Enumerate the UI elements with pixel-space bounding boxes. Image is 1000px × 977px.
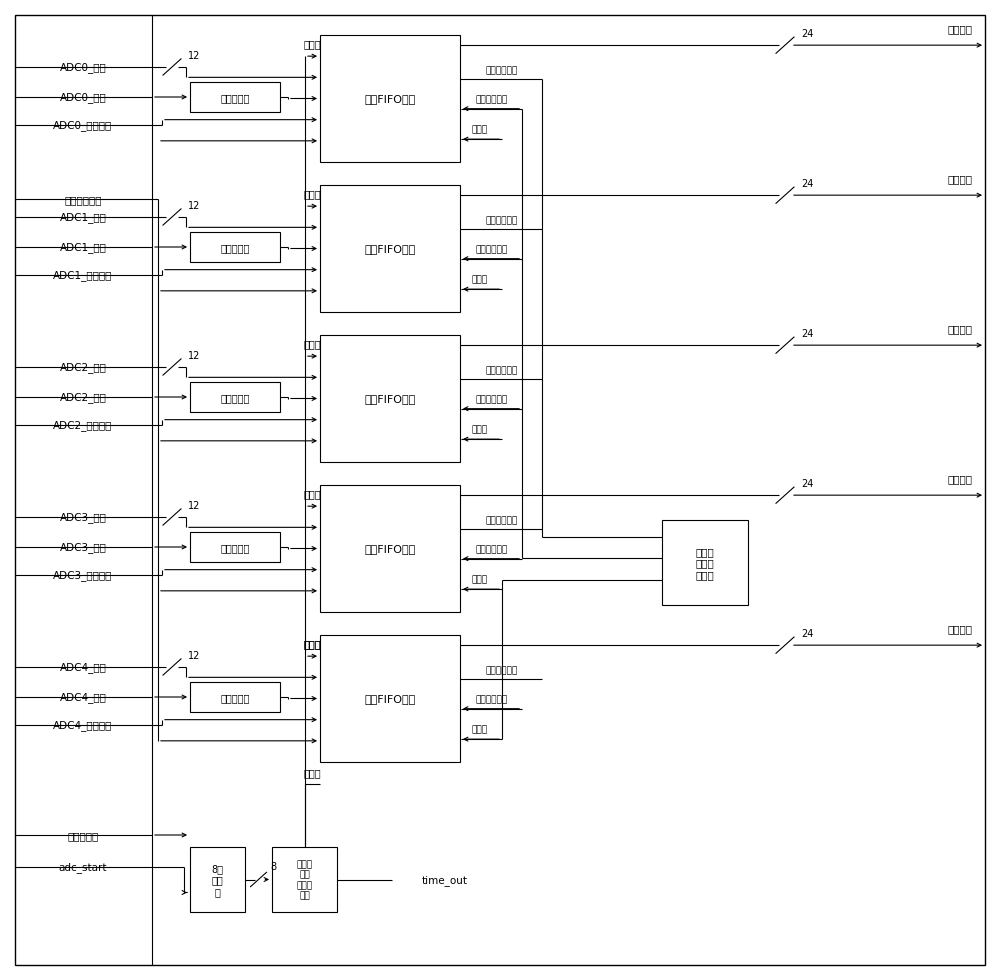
Text: 同步模式信号: 同步模式信号 [64, 194, 102, 205]
Bar [320, 336, 460, 462]
Text: 24: 24 [801, 29, 813, 39]
Text: ADC1_数据: ADC1_数据 [60, 212, 106, 223]
Text: 锁相环时钟: 锁相环时钟 [67, 830, 99, 840]
Text: 可调延时链: 可调延时链 [220, 693, 250, 702]
Text: time_out: time_out [422, 874, 468, 885]
Text: ADC2_数据: ADC2_数据 [60, 362, 106, 373]
Text: 输出数据: 输出数据 [948, 24, 972, 34]
Text: ADC1_时钟: ADC1_时钟 [60, 242, 106, 253]
Text: ADC3_同步信号: ADC3_同步信号 [53, 570, 113, 581]
Bar [190, 233, 280, 263]
Text: 内部自
动信
号产生
单元: 内部自 动信 号产生 单元 [296, 860, 313, 900]
Bar [190, 83, 280, 113]
Text: 非空状态信号: 非空状态信号 [486, 365, 518, 374]
Text: 数据有效信号: 数据有效信号 [476, 695, 508, 703]
Text: 读地址: 读地址 [472, 125, 488, 135]
Text: 读地址: 读地址 [472, 725, 488, 734]
Text: 输出数据: 输出数据 [948, 323, 972, 334]
Text: 24: 24 [801, 329, 813, 339]
Text: 可调延时链: 可调延时链 [220, 242, 250, 253]
Text: ADC4_数据: ADC4_数据 [60, 661, 106, 673]
Text: ADC0_数据: ADC0_数据 [60, 63, 106, 73]
Bar [320, 36, 460, 163]
Text: 12: 12 [188, 351, 200, 361]
Bar [190, 682, 280, 712]
Text: 读时钟: 读时钟 [304, 39, 321, 49]
Text: 非空状态信号: 非空状态信号 [486, 216, 518, 225]
Text: ADC2_时钟: ADC2_时钟 [60, 392, 106, 404]
Text: ADC4_时钟: ADC4_时钟 [60, 692, 106, 702]
Text: 读地址: 读地址 [472, 575, 488, 584]
Bar [272, 847, 337, 913]
Text: 读地址: 读地址 [472, 425, 488, 434]
Text: ADC0_时钟: ADC0_时钟 [60, 93, 106, 104]
Bar [320, 486, 460, 613]
Text: 异步FIFO模块: 异步FIFO模块 [364, 95, 416, 105]
Text: 可调延时链: 可调延时链 [220, 393, 250, 403]
Text: 24: 24 [801, 628, 813, 639]
Text: 数据有效信号: 数据有效信号 [476, 544, 508, 554]
Text: 异步FIFO模块: 异步FIFO模块 [364, 544, 416, 554]
Text: 输出数据: 输出数据 [948, 474, 972, 484]
Text: 读时钟: 读时钟 [304, 189, 321, 199]
Text: 读时钟: 读时钟 [304, 767, 321, 778]
Text: 数据有效信号: 数据有效信号 [476, 395, 508, 404]
Text: ADC0_同步信号: ADC0_同步信号 [53, 120, 113, 131]
Text: 24: 24 [801, 479, 813, 488]
Text: ADC1_同步信号: ADC1_同步信号 [53, 271, 113, 281]
Text: ADC2_同步信号: ADC2_同步信号 [53, 420, 113, 431]
Text: 非空状态信号: 非空状态信号 [486, 516, 518, 525]
Bar [320, 186, 460, 313]
Text: 12: 12 [188, 201, 200, 211]
Text: 输出数据: 输出数据 [948, 174, 972, 184]
Text: 8: 8 [270, 862, 277, 871]
Text: 12: 12 [188, 51, 200, 61]
Text: 可调延时链: 可调延时链 [220, 93, 250, 103]
Bar [320, 635, 460, 762]
Text: 异步FIFO模块: 异步FIFO模块 [364, 244, 416, 254]
Text: 读时钟: 读时钟 [304, 488, 321, 498]
Text: 数据有效信号: 数据有效信号 [476, 245, 508, 254]
Bar [190, 383, 280, 412]
Text: 8位
计数
器: 8位 计数 器 [211, 863, 223, 896]
Text: 24: 24 [801, 179, 813, 189]
Bar [190, 847, 245, 913]
Text: 读地址: 读地址 [472, 276, 488, 284]
Text: 非空状态信号: 非空状态信号 [486, 665, 518, 674]
Text: ADC4_同步信号: ADC4_同步信号 [53, 720, 113, 731]
Text: 数据有效信号: 数据有效信号 [476, 95, 508, 105]
Text: 异步FIFO模块: 异步FIFO模块 [364, 394, 416, 404]
Text: 读时钟: 读时钟 [304, 339, 321, 349]
Text: 读时钟: 读时钟 [304, 639, 321, 649]
Text: 非空状态信号: 非空状态信号 [486, 65, 518, 75]
Bar [662, 521, 748, 606]
Text: adc_start: adc_start [59, 862, 107, 872]
Text: ADC3_时钟: ADC3_时钟 [60, 542, 106, 553]
Text: ADC3_数据: ADC3_数据 [60, 512, 106, 523]
Bar [190, 532, 280, 563]
Text: 读时钟: 读时钟 [304, 639, 321, 649]
Text: 可调延时链: 可调延时链 [220, 542, 250, 552]
Text: 12: 12 [188, 651, 200, 660]
Text: 12: 12 [188, 500, 200, 510]
Text: 异步FIFO模块: 异步FIFO模块 [364, 694, 416, 703]
Text: 读控制
信号产
生单元: 读控制 信号产 生单元 [696, 546, 714, 579]
Text: 输出数据: 输出数据 [948, 623, 972, 633]
